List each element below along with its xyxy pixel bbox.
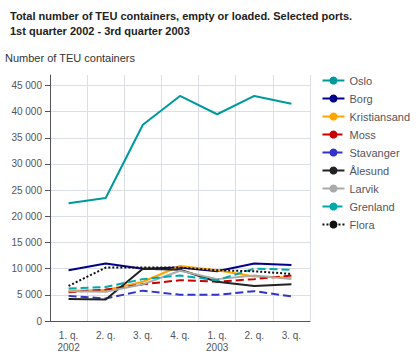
svg-text:Number of TEU containers: Number of TEU containers	[5, 52, 136, 64]
svg-text:3. q.: 3. q.	[282, 330, 301, 341]
svg-text:3. q.: 3. q.	[133, 330, 152, 341]
svg-text:Stavanger: Stavanger	[349, 147, 399, 159]
svg-text:4. q.: 4. q.	[170, 330, 189, 341]
svg-text:Grenland: Grenland	[349, 201, 394, 213]
svg-text:10 000: 10 000	[11, 263, 42, 274]
svg-text:1st quarter 2002 - 3rd quarter: 1st quarter 2002 - 3rd quarter 2003	[10, 25, 190, 37]
svg-text:Borg: Borg	[349, 93, 372, 105]
svg-text:1. q.: 1. q.	[59, 330, 78, 341]
svg-text:Flora: Flora	[349, 219, 375, 231]
svg-text:15 000: 15 000	[11, 237, 42, 248]
svg-text:1. q.: 1. q.	[207, 330, 226, 341]
svg-text:20 000: 20 000	[11, 211, 42, 222]
svg-text:Moss: Moss	[349, 129, 376, 141]
svg-text:25 000: 25 000	[11, 185, 42, 196]
svg-text:Larvik: Larvik	[349, 183, 379, 195]
svg-text:2003: 2003	[206, 342, 229, 353]
svg-text:Oslo: Oslo	[349, 75, 372, 87]
svg-text:Total number of TEU containers: Total number of TEU containers, empty or…	[10, 10, 352, 22]
svg-text:0: 0	[36, 316, 42, 327]
svg-text:35 000: 35 000	[11, 132, 42, 143]
svg-text:2. q.: 2. q.	[245, 330, 264, 341]
svg-text:Kristiansand: Kristiansand	[349, 111, 410, 123]
svg-text:5 000: 5 000	[17, 289, 42, 300]
svg-text:2002: 2002	[57, 342, 80, 353]
svg-text:40 000: 40 000	[11, 106, 42, 117]
svg-text:2. q.: 2. q.	[96, 330, 115, 341]
svg-text:45 000: 45 000	[11, 80, 42, 91]
svg-text:30 000: 30 000	[11, 158, 42, 169]
svg-text:Ålesund: Ålesund	[349, 165, 389, 177]
